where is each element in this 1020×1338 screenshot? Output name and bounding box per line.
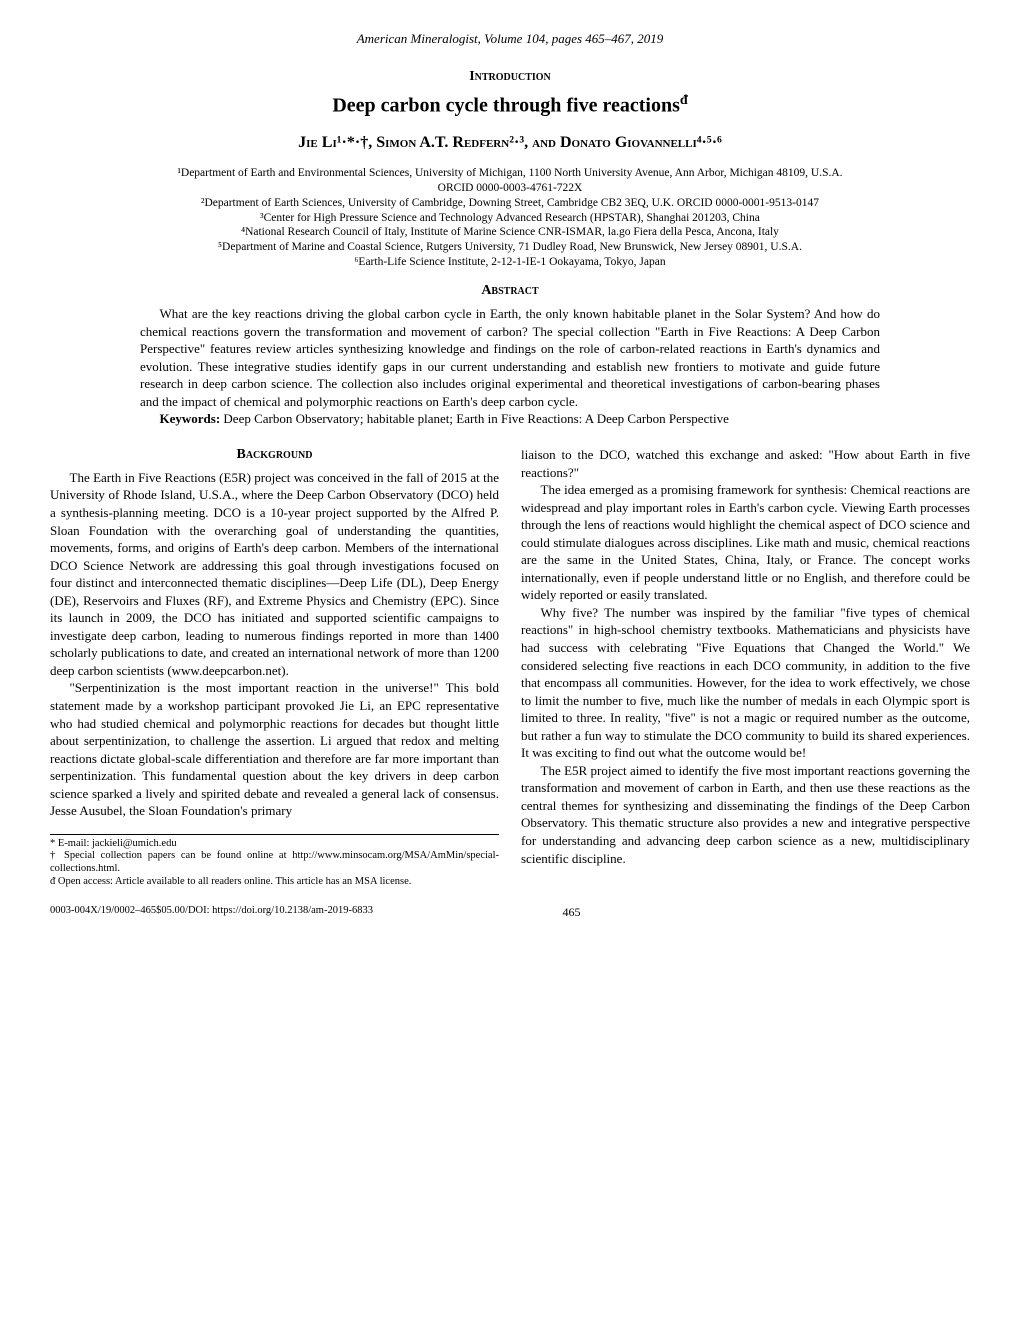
abstract-label: Abstract xyxy=(50,282,970,301)
body-paragraph: "Serpentinization is the most important … xyxy=(50,679,499,819)
page-footer: 0003-004X/19/0002–465$05.00/DOI: https:/… xyxy=(50,904,970,920)
keywords-label: Keywords: xyxy=(160,411,221,426)
journal-header: American Mineralogist, Volume 104, pages… xyxy=(50,30,970,48)
article-title: Deep carbon cycle through five reactions… xyxy=(50,92,970,120)
body-columns: Background The Earth in Five Reactions (… xyxy=(50,446,970,888)
abstract-block: What are the key reactions driving the g… xyxy=(140,305,880,428)
open-access-marker: ᵭ xyxy=(680,93,688,108)
background-heading: Background xyxy=(50,446,499,465)
affiliation: ⁴National Research Council of Italy, Ins… xyxy=(50,225,970,240)
affiliation: ⁶Earth-Life Science Institute, 2-12-1-IE… xyxy=(50,255,970,270)
authors-line: Jie Li¹·*·†, Simon A.T. Redfern²·³, and … xyxy=(50,132,970,154)
affiliation: ORCID 0000-0003-4761-722X xyxy=(50,181,970,196)
affiliation: ²Department of Earth Sciences, Universit… xyxy=(50,196,970,211)
footnotes-block: * E-mail: jackieli@umich.edu † Special c… xyxy=(50,834,499,888)
affiliation: ³Center for High Pressure Science and Te… xyxy=(50,211,970,226)
affiliation: ⁵Department of Marine and Coastal Scienc… xyxy=(50,240,970,255)
footnote: ᵭ Open access: Article available to all … xyxy=(50,876,499,889)
title-text: Deep carbon cycle through five reactions xyxy=(332,95,680,117)
page-number: 465 xyxy=(562,904,580,920)
footer-spacer xyxy=(770,904,970,920)
keywords-line: Keywords: Deep Carbon Observatory; habit… xyxy=(140,410,880,428)
body-paragraph: liaison to the DCO, watched this exchang… xyxy=(521,446,970,481)
affiliations-block: ¹Department of Earth and Environmental S… xyxy=(50,166,970,271)
abstract-paragraph: What are the key reactions driving the g… xyxy=(140,305,880,410)
keywords-text: Deep Carbon Observatory; habitable plane… xyxy=(220,411,729,426)
body-paragraph: The E5R project aimed to identify the fi… xyxy=(521,762,970,867)
introduction-label: Introduction xyxy=(50,68,970,87)
body-paragraph: The Earth in Five Reactions (E5R) projec… xyxy=(50,469,499,680)
body-paragraph: The idea emerged as a promising framewor… xyxy=(521,481,970,604)
footnote: † Special collection papers can be found… xyxy=(50,850,499,875)
right-column: liaison to the DCO, watched this exchang… xyxy=(521,446,970,888)
affiliation: ¹Department of Earth and Environmental S… xyxy=(50,166,970,181)
body-paragraph: Why five? The number was inspired by the… xyxy=(521,604,970,762)
footnote: * E-mail: jackieli@umich.edu xyxy=(50,838,499,851)
footer-doi: 0003-004X/19/0002–465$05.00/DOI: https:/… xyxy=(50,904,373,920)
left-column: Background The Earth in Five Reactions (… xyxy=(50,446,499,888)
